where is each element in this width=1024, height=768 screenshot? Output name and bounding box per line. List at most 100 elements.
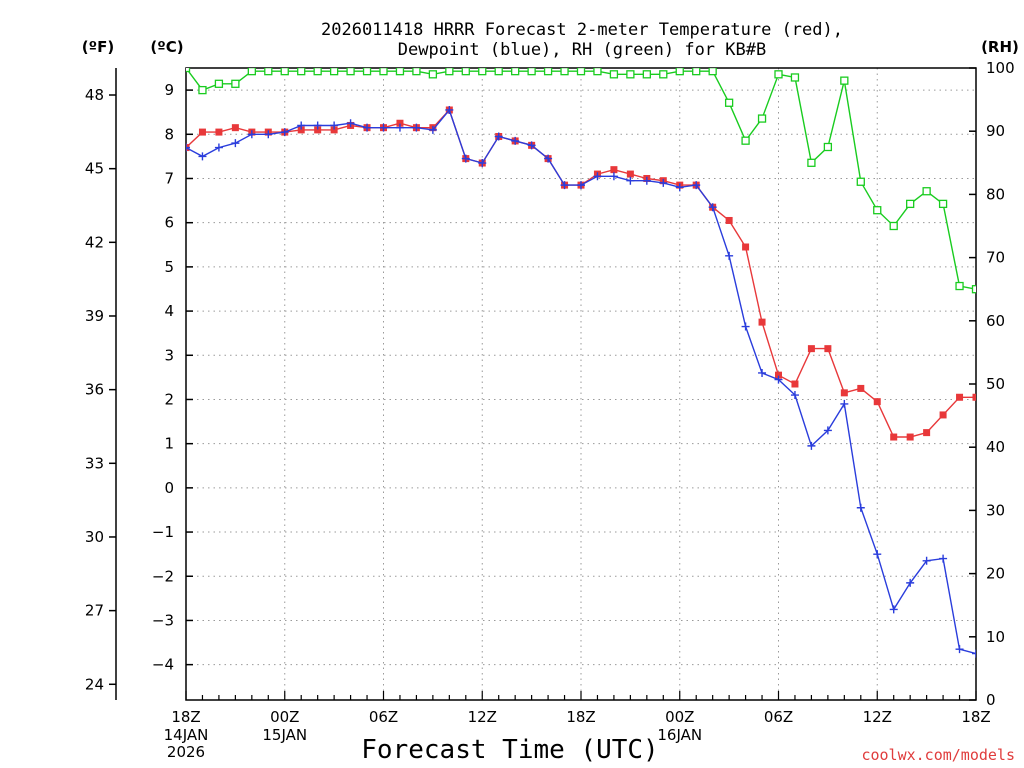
- rh-point: [297, 68, 306, 76]
- dewpoint-point: [363, 123, 372, 132]
- temperature-point: [906, 433, 914, 441]
- fahrenheit-axis-unit: (ºF): [82, 38, 114, 56]
- dewpoint-point: [609, 172, 618, 181]
- fahrenheit-tick-label: 48: [85, 86, 104, 104]
- rh-point: [609, 70, 619, 79]
- rh-tick-label: 60: [986, 312, 1005, 330]
- dewpoint-point: [692, 181, 701, 190]
- rh-tick-label: 70: [986, 249, 1005, 267]
- celsius-tick-label: 0: [164, 479, 174, 497]
- temperature-point: [396, 119, 404, 127]
- rh-point: [642, 70, 651, 79]
- temperature-point: [939, 411, 947, 419]
- dewpoint-point: [198, 152, 207, 161]
- celsius-tick-label: −2: [152, 567, 174, 585]
- dewpoint-point: [544, 154, 553, 163]
- rh-tick-label: 20: [986, 565, 1005, 583]
- dewpoint-point: [511, 136, 520, 145]
- dewpoint-point: [708, 203, 717, 212]
- rh-point: [247, 68, 256, 76]
- x-tick-label: 06Z: [764, 708, 793, 726]
- celsius-tick-label: 2: [164, 390, 174, 408]
- dewpoint-point: [428, 125, 437, 134]
- dewpoint-point: [955, 645, 964, 654]
- axes: 9876543210−1−2−3−44845423936333027241009…: [85, 59, 1015, 761]
- dewpoint-point: [346, 119, 355, 128]
- rh-point: [576, 68, 586, 76]
- temperature-point: [824, 345, 832, 353]
- dewpoint-point: [725, 251, 734, 260]
- dewpoint-point: [264, 130, 273, 139]
- dewpoint-point: [856, 503, 865, 512]
- dewpoint-point: [527, 141, 536, 150]
- dewpoint-point: [807, 441, 816, 450]
- temperature-point: [840, 389, 848, 397]
- temperature-point: [791, 380, 799, 388]
- temperature-point: [972, 393, 976, 401]
- rh-axis-unit: (RH): [981, 38, 1019, 56]
- rh-series: [186, 68, 976, 294]
- rh-tick-label: 90: [986, 122, 1005, 140]
- data-series: [186, 68, 976, 658]
- fahrenheit-tick-label: 45: [85, 160, 104, 178]
- rh-point: [692, 68, 701, 76]
- rh-point: [428, 70, 438, 79]
- x-tick-date-label: 14JAN: [164, 726, 209, 744]
- temperature-point: [330, 126, 338, 134]
- fahrenheit-tick-label: 42: [85, 233, 104, 251]
- x-axis-label: Forecast Time (UTC): [361, 735, 658, 765]
- temperature-point: [758, 318, 766, 326]
- rh-point: [313, 68, 322, 76]
- dewpoint-point: [330, 121, 339, 130]
- rh-point: [231, 79, 240, 88]
- chart-title-line-1: 2026011418 HRRR Forecast 2-meter Tempera…: [321, 20, 843, 40]
- x-tick-date-label: 15JAN: [262, 726, 307, 744]
- x-tick-label: 12Z: [468, 708, 497, 726]
- grid-lines: [186, 68, 976, 700]
- rh-point: [445, 68, 454, 76]
- dewpoint-point: [774, 375, 783, 384]
- rh-tick-label: 10: [986, 628, 1005, 646]
- rh-point: [395, 68, 405, 76]
- rh-point: [543, 68, 553, 76]
- rh-point: [362, 68, 372, 76]
- rh-point: [856, 177, 865, 186]
- dewpoint-point: [494, 132, 503, 141]
- celsius-tick-label: −1: [152, 523, 174, 541]
- dewpoint-point: [395, 123, 404, 132]
- temperature-point: [610, 166, 618, 174]
- temperature-point: [956, 393, 964, 401]
- x-tick-label: 18Z: [566, 708, 595, 726]
- fahrenheit-tick-label: 24: [85, 675, 104, 693]
- rh-point: [214, 79, 224, 88]
- dewpoint-point: [939, 554, 948, 563]
- rh-tick-label: 80: [986, 185, 1005, 203]
- dewpoint-point: [922, 556, 931, 565]
- rh-point: [280, 68, 289, 76]
- temperature-point: [231, 124, 239, 132]
- dewpoint-point: [280, 128, 289, 137]
- rh-point: [494, 68, 503, 76]
- rh-point: [264, 68, 273, 76]
- celsius-tick-label: 8: [164, 125, 174, 143]
- fahrenheit-tick-label: 39: [85, 307, 104, 325]
- rh-point: [478, 68, 487, 76]
- celsius-tick-label: −4: [152, 656, 174, 674]
- rh-point: [774, 70, 783, 79]
- rh-point: [527, 68, 536, 76]
- temperature-point: [198, 128, 206, 136]
- rh-point: [724, 98, 734, 107]
- temperature-point: [297, 126, 305, 134]
- celsius-tick-label: 4: [164, 302, 174, 320]
- rh-point: [626, 70, 635, 79]
- rh-point: [906, 199, 915, 209]
- celsius-axis-unit: (ºC): [150, 38, 183, 56]
- dewpoint-point: [741, 322, 750, 331]
- temperature-point: [626, 170, 634, 178]
- rh-point: [790, 73, 800, 82]
- rh-point: [757, 114, 767, 123]
- dewpoint-point: [972, 649, 976, 658]
- rh-point: [412, 68, 421, 76]
- dewpoint-point: [758, 368, 767, 377]
- celsius-tick-label: −3: [152, 611, 174, 629]
